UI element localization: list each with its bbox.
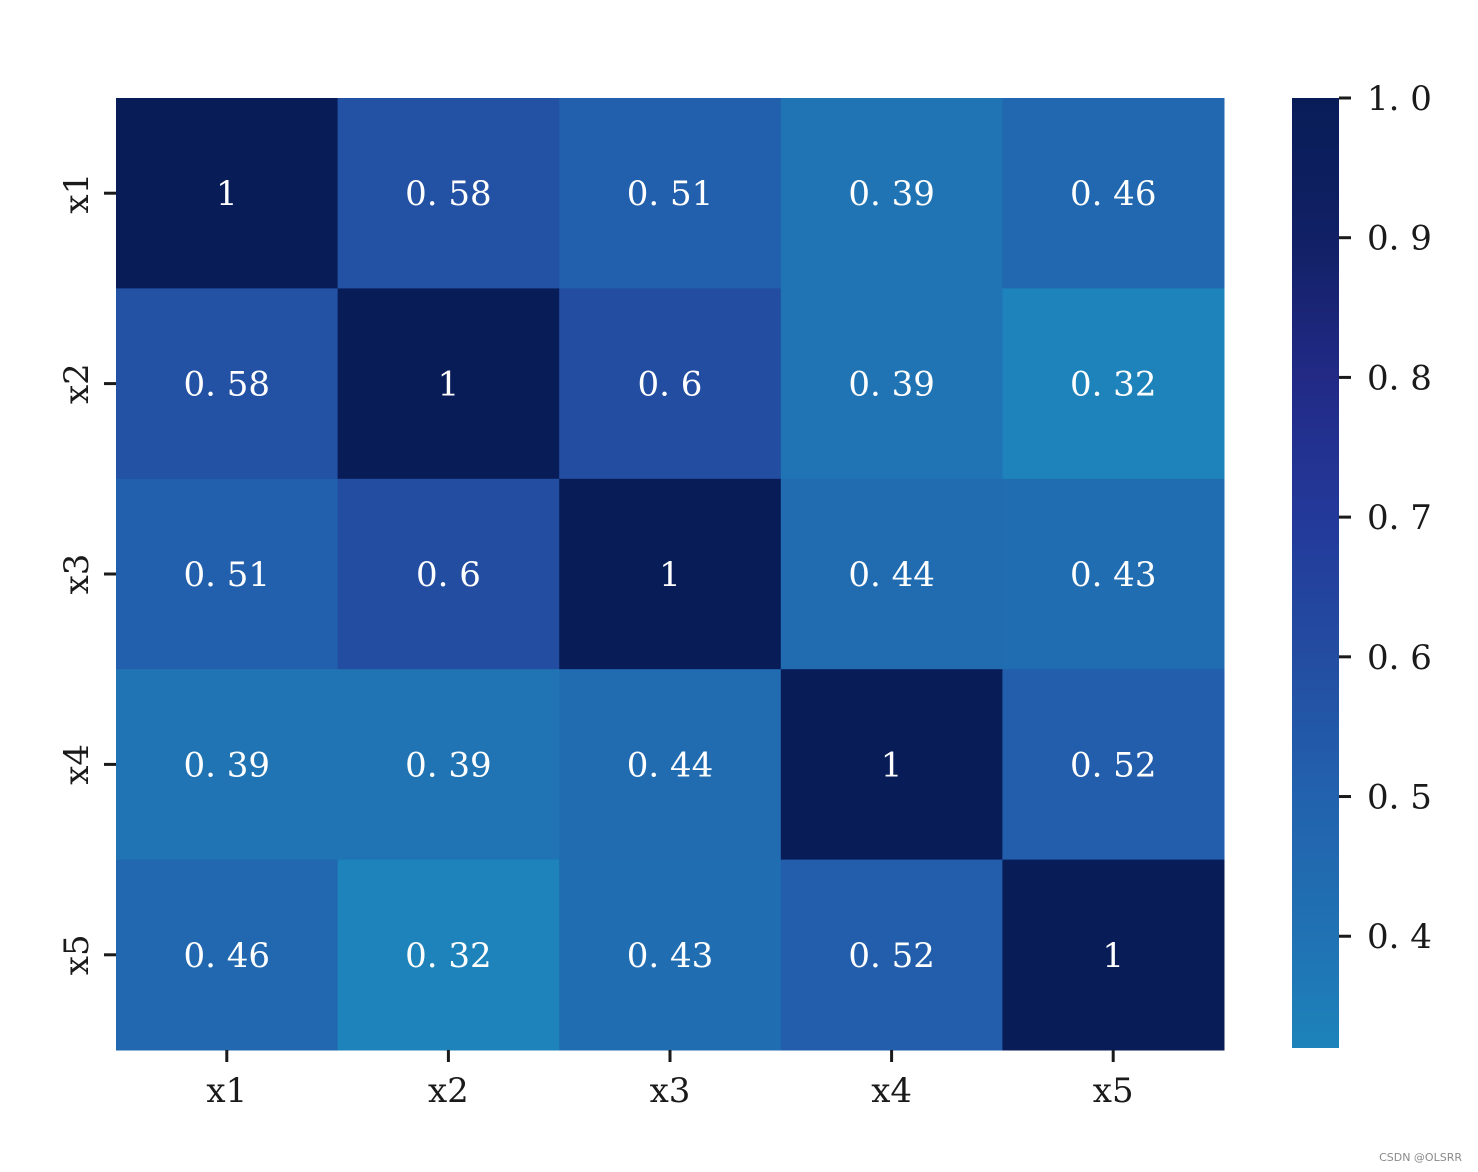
heatmap-cell-x5-x2: [337, 859, 560, 1051]
heatmap-cell-x4-x2: [337, 669, 560, 861]
cell-value-label: 0. 6: [416, 555, 481, 595]
heatmap-cell-x2-x1: [116, 288, 339, 480]
colorbar-tick-label: 0. 8: [1367, 358, 1432, 398]
cell-value-label: 0. 43: [1070, 555, 1157, 595]
colorbar-tick-label: 0. 5: [1367, 778, 1432, 818]
colorbar-gradient: [1292, 98, 1339, 1048]
cell-value-label: 0. 32: [405, 936, 492, 976]
cell-value-label: 0. 58: [184, 365, 271, 405]
cell-value-label: 0. 52: [848, 936, 935, 976]
heatmap-cell-x2-x2: [337, 288, 560, 480]
cell-value-label: 0. 39: [405, 745, 492, 785]
cell-value-label: 0. 46: [1070, 174, 1157, 214]
heatmap-cell-x3-x1: [116, 478, 339, 670]
cell-value-label: 0. 46: [184, 936, 271, 976]
colorbar: 1. 0 0. 9 0. 8 0. 7 0. 6 0. 5 0. 4: [1292, 79, 1432, 1048]
heatmap-cell-x1-x3: [559, 98, 782, 289]
heatmap-cell-x4-x1: [116, 669, 339, 861]
cell-value-label: 1: [659, 555, 681, 595]
heatmap-annotations: 1 0. 58 0. 51 0. 39 0. 46 0. 58 1 0. 6 0. 39 0. 3…: [184, 174, 1157, 976]
heatmap-cell-x5-x5: [1002, 859, 1225, 1051]
colorbar-tick-label: 0. 4: [1367, 917, 1432, 957]
x-tick-label-x3: x3: [650, 1071, 691, 1111]
y-axis: x1 x2 x3 x4 x5: [57, 173, 116, 975]
heatmap-cell-x4-x4: [780, 669, 1003, 861]
cell-value-label: 0. 39: [848, 174, 935, 214]
cell-value-label: 0. 58: [405, 174, 492, 214]
y-tick-label-x3: x3: [57, 554, 97, 595]
cell-value-label: 0. 44: [848, 555, 935, 595]
x-tick-label-x2: x2: [428, 1071, 469, 1111]
y-tick-label-x2: x2: [57, 363, 97, 404]
colorbar-tick-label: 0. 9: [1367, 219, 1432, 259]
heatmap-cell-x3-x2: [337, 478, 560, 670]
cell-value-label: 0. 44: [627, 745, 714, 785]
heatmap-cell-x3-x5: [1002, 478, 1225, 670]
heatmap-cell-x2-x4: [780, 288, 1003, 480]
heatmap-cell-x1-x5: [1002, 98, 1225, 289]
cell-value-label: 0. 39: [184, 745, 271, 785]
colorbar-tick-label: 1. 0: [1367, 79, 1432, 119]
heatmap-cell-x5-x3: [559, 859, 782, 1051]
heatmap-cell-x4-x3: [559, 669, 782, 861]
colorbar-tick-label: 0. 7: [1367, 498, 1432, 538]
x-tick-label-x5: x5: [1093, 1071, 1134, 1111]
cell-value-label: 1: [216, 174, 238, 214]
cell-value-label: 1: [1102, 936, 1124, 976]
heatmap-cell-x1-x4: [780, 98, 1003, 289]
colorbar-tick-label: 0. 6: [1367, 638, 1432, 678]
cell-value-label: 1: [438, 365, 460, 405]
heatmap-cell-x1-x1: [116, 98, 339, 289]
cell-value-label: 0. 6: [638, 365, 703, 405]
cell-value-label: 0. 32: [1070, 365, 1157, 405]
heatmap-cell-x2-x5: [1002, 288, 1225, 480]
y-tick-label-x4: x4: [57, 744, 97, 785]
heatmap-cells: [116, 98, 1225, 1051]
x-axis: x1 x2 x3 x4 x5: [206, 1050, 1134, 1111]
x-tick-label-x4: x4: [871, 1071, 912, 1111]
heatmap-cell-x5-x1: [116, 859, 339, 1051]
y-tick-label-x1: x1: [57, 173, 97, 214]
cell-value-label: 1: [881, 745, 903, 785]
y-tick-label-x5: x5: [57, 934, 97, 975]
cell-value-label: 0. 52: [1070, 745, 1157, 785]
cell-value-label: 0. 39: [848, 365, 935, 405]
cell-value-label: 0. 43: [627, 936, 714, 976]
cell-value-label: 0. 51: [627, 174, 714, 214]
heatmap-cell-x3-x3: [559, 478, 782, 670]
heatmap-cell-x5-x4: [780, 859, 1003, 1051]
watermark: CSDN @OLSRR: [1379, 1151, 1462, 1164]
x-tick-label-x1: x1: [206, 1071, 247, 1111]
cell-value-label: 0. 51: [184, 555, 271, 595]
heatmap-cell-x4-x5: [1002, 669, 1225, 861]
heatmap-cell-x1-x2: [337, 98, 560, 289]
heatmap-cell-x2-x3: [559, 288, 782, 480]
heatmap-cell-x3-x4: [780, 478, 1003, 670]
